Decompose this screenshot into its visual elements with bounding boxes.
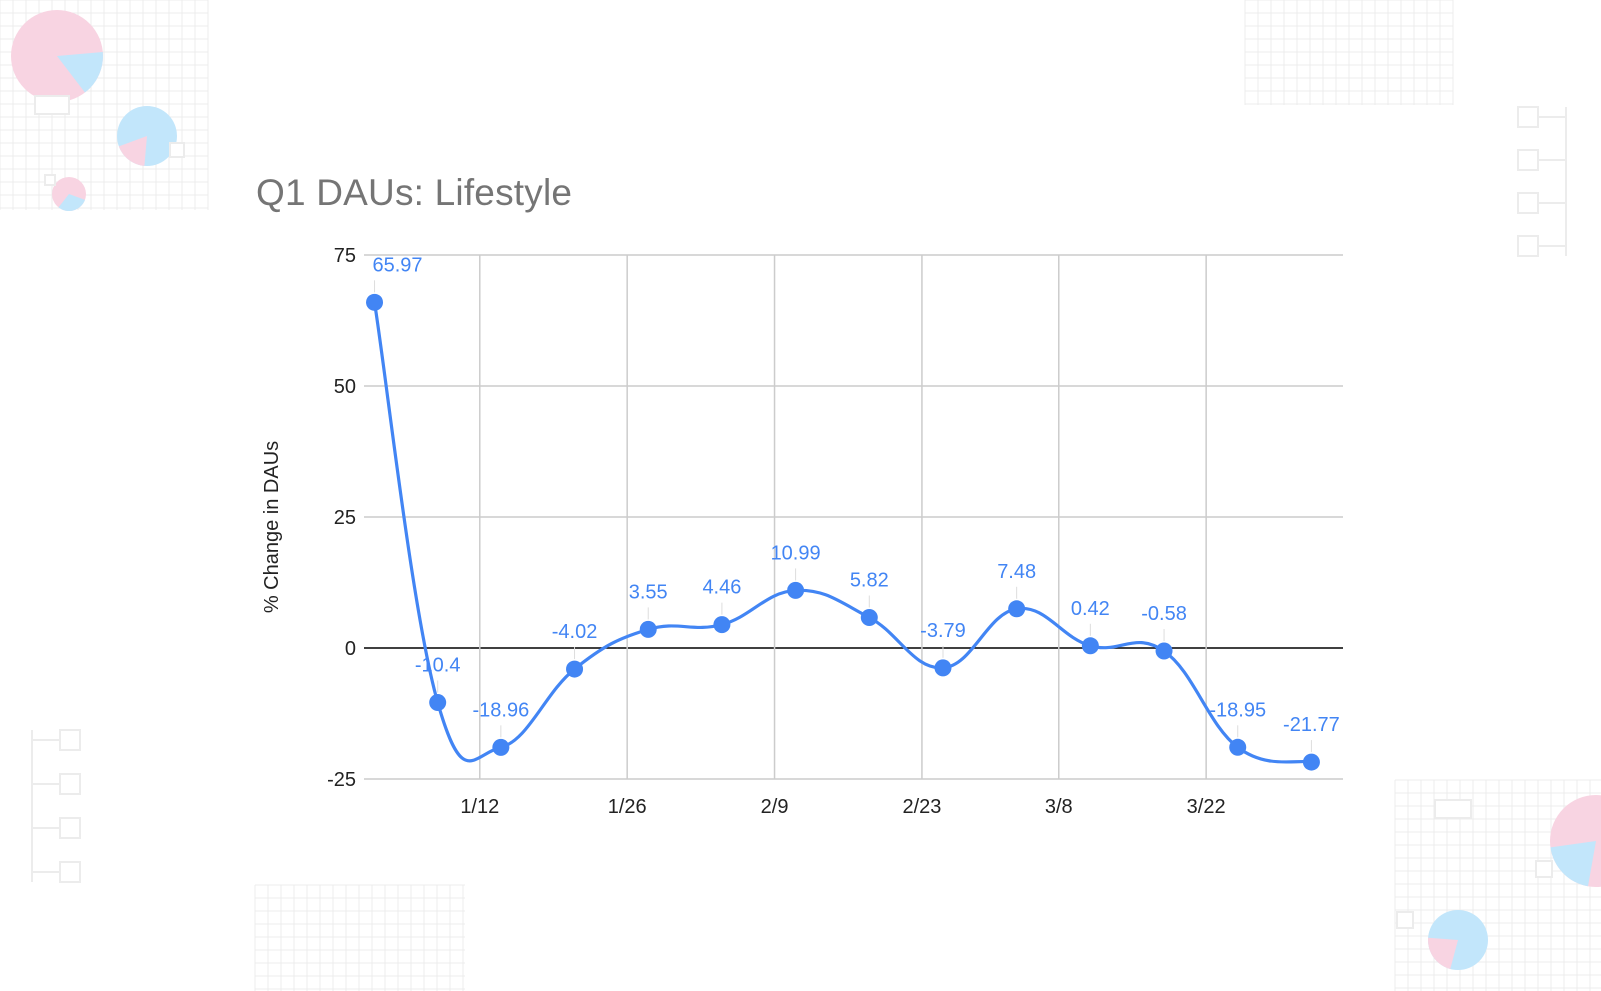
y-tick-label: 50 — [334, 376, 356, 398]
data-point — [366, 293, 384, 311]
decor-tree — [31, 729, 81, 883]
data-point — [1229, 738, 1247, 756]
data-point — [934, 659, 952, 677]
decor-box — [34, 95, 70, 115]
data-label: 4.46 — [702, 577, 741, 599]
decor-tree — [1517, 106, 1567, 257]
y-tick-label: -25 — [327, 769, 356, 791]
decor-box — [1396, 911, 1414, 929]
decor-box — [1535, 860, 1553, 878]
decor-grid-patch — [1244, 0, 1454, 105]
y-tick-label: 25 — [334, 507, 356, 529]
data-point — [713, 616, 731, 634]
data-label: -18.96 — [472, 699, 529, 721]
data-label: -3.79 — [920, 620, 966, 642]
data-label: 10.99 — [771, 542, 821, 564]
decor-box — [169, 142, 185, 158]
y-tick-label: 75 — [334, 245, 356, 267]
data-label: -21.77 — [1283, 714, 1340, 736]
data-label: 7.48 — [997, 561, 1036, 583]
y-axis-label: % Change in DAUs — [261, 441, 283, 613]
series-line — [372, 302, 1312, 764]
x-tick-label: 2/23 — [902, 796, 941, 818]
decor-box — [44, 174, 56, 186]
decor-pie-chart — [1550, 795, 1601, 887]
data-label: -18.95 — [1209, 699, 1266, 721]
y-tick-label: 0 — [345, 638, 356, 660]
data-label: 0.42 — [1071, 598, 1110, 620]
data-point — [787, 581, 805, 599]
data-point — [860, 609, 878, 627]
data-label: 5.82 — [850, 570, 889, 592]
decor-pie-chart — [52, 177, 86, 212]
x-tick-label: 1/12 — [460, 796, 499, 818]
data-point — [492, 738, 510, 756]
x-tick-label: 3/22 — [1187, 796, 1226, 818]
chart-title: Q1 DAUs: Lifestyle — [256, 172, 573, 213]
decor-pie-chart — [117, 106, 177, 166]
data-label: -0.58 — [1141, 603, 1187, 625]
data-point — [1302, 753, 1320, 771]
data-label: -10.4 — [415, 654, 461, 676]
data-point — [429, 693, 447, 711]
decor-grid-patch — [254, 884, 465, 991]
data-point — [1081, 637, 1099, 655]
data-point — [1155, 642, 1173, 660]
decor-box — [1434, 799, 1472, 819]
data-point — [566, 660, 584, 678]
x-tick-label: 1/26 — [608, 796, 647, 818]
decor-pie-chart — [11, 10, 103, 102]
data-label: 65.97 — [372, 254, 422, 276]
data-point — [1008, 600, 1026, 618]
decor-pie-chart — [1428, 910, 1488, 970]
data-point — [639, 620, 657, 638]
data-label: 3.55 — [629, 581, 668, 603]
x-tick-label: 2/9 — [761, 796, 789, 818]
data-label: -4.02 — [552, 621, 598, 643]
x-tick-label: 3/8 — [1045, 796, 1073, 818]
